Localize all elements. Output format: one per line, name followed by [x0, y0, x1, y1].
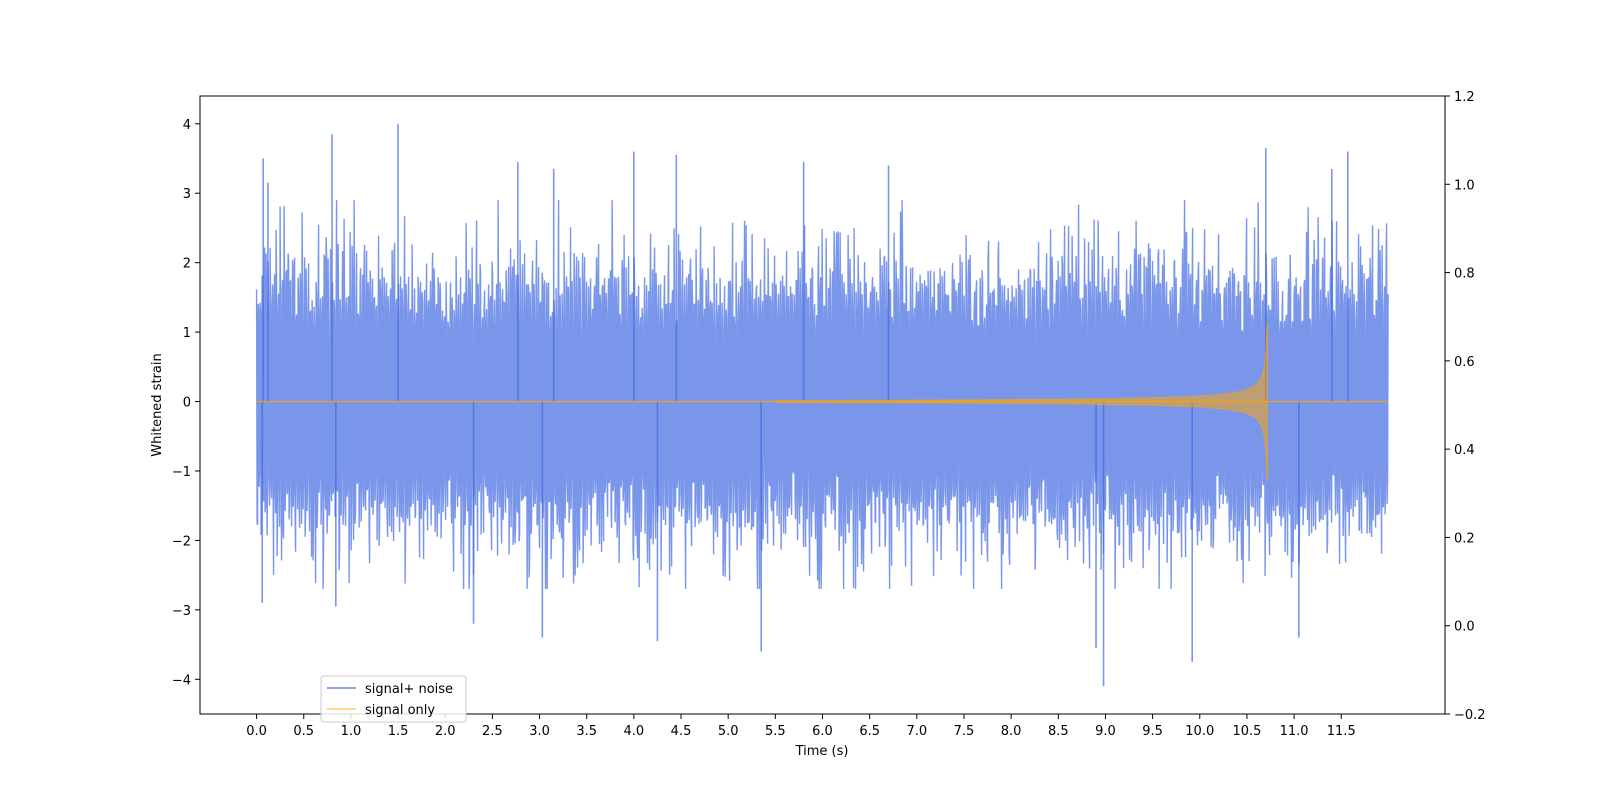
x-tick-label: 11.5 [1327, 724, 1356, 739]
x-tick-label: 4.0 [624, 724, 645, 739]
x-tick-label: 1.0 [341, 724, 362, 739]
x-tick-label: 6.5 [859, 724, 880, 739]
x-tick-label: 0.0 [246, 724, 267, 739]
x-tick-label: 4.5 [671, 724, 692, 739]
x-axis-label: Time (s) [795, 744, 849, 759]
y-tick-label: 1 [183, 326, 191, 341]
y-tick-label: −3 [172, 604, 191, 619]
y2-tick-label: 0.0 [1454, 620, 1475, 635]
plot-frame [199, 95, 1446, 715]
y-axis-label: Whitened strain [150, 353, 165, 456]
y-tick-label: −1 [172, 465, 191, 480]
y2-tick-label: 0.8 [1454, 267, 1475, 282]
x-tick-label: 8.0 [1001, 724, 1022, 739]
legend-label-signal-noise: signal+ noise [365, 682, 453, 697]
legend-label-signal-only: signal only [365, 703, 435, 718]
x-axis-ticks: 0.0 0.5 1.0 1.5 2.0 2.5 3.0 3.5 4.0 4.5 5.0 5.5 6.0 6… [246, 714, 1356, 739]
series-line-signal-noise [255, 200, 1389, 590]
x-tick-label: 6.0 [812, 724, 833, 739]
y2-tick-label: 1.0 [1454, 178, 1475, 193]
x-tick-label: 7.5 [954, 724, 975, 739]
legend: signal+ noise signal only [320, 675, 467, 723]
y-tick-label: 0 [183, 396, 191, 411]
x-tick-label: 8.5 [1048, 724, 1069, 739]
y2-tick-label: 1.2 [1454, 90, 1475, 105]
x-tick-label: 5.0 [718, 724, 739, 739]
legend-frame [320, 675, 467, 723]
y-axis-ticks: −4 −3 −2 −1 0 1 2 3 4 [172, 118, 200, 688]
x-tick-label: 3.5 [576, 724, 597, 739]
y2-tick-label: 0.6 [1454, 355, 1475, 370]
x-tick-label: 11.0 [1280, 724, 1309, 739]
x-tick-label: 5.5 [765, 724, 786, 739]
y-tick-label: 3 [183, 187, 191, 202]
y2-tick-label: −0.2 [1454, 708, 1486, 723]
x-tick-label: 3.0 [529, 724, 550, 739]
x-tick-label: 2.0 [435, 724, 456, 739]
y-tick-label: −4 [172, 673, 191, 688]
x-tick-label: 1.5 [388, 724, 409, 739]
x-tick-label: 2.5 [482, 724, 503, 739]
x-tick-label: 7.0 [906, 724, 927, 739]
series-layer [255, 123, 1389, 687]
x-tick-label: 10.0 [1185, 724, 1214, 739]
y2-tick-label: 0.2 [1454, 531, 1475, 546]
y-tick-label: −2 [172, 534, 191, 549]
x-tick-label: 9.0 [1095, 724, 1116, 739]
x-tick-label: 0.5 [293, 724, 314, 739]
y-tick-label: 4 [183, 118, 191, 133]
y-tick-label: 2 [183, 257, 191, 272]
x-tick-label: 9.5 [1142, 724, 1163, 739]
y2-tick-label: 0.4 [1454, 443, 1475, 458]
x-tick-label: 10.5 [1232, 724, 1261, 739]
y2-axis-ticks: −0.2 0.0 0.2 0.4 0.6 0.8 1.0 1.2 [1445, 90, 1486, 723]
